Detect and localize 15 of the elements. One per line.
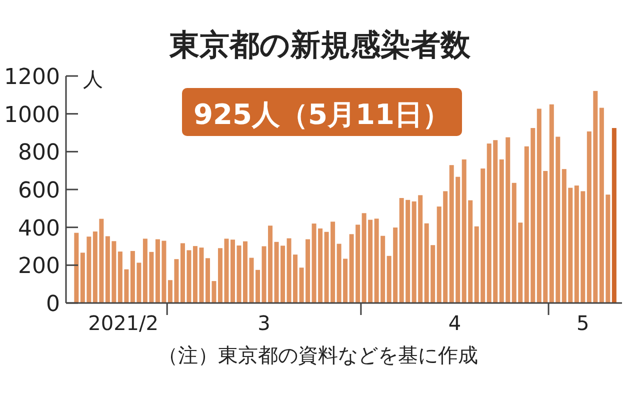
annotation: 925人（5月11日） bbox=[194, 98, 450, 131]
y-tick-label: 200 bbox=[18, 254, 60, 280]
x-tick-label: 4 bbox=[448, 311, 462, 335]
text: （注）東京都の資料などを基に作成 bbox=[158, 343, 478, 367]
chart-title: 東京都の新規感染者数 bbox=[168, 28, 472, 63]
y-tick-label: 0 bbox=[46, 292, 60, 317]
y-tick-label: 400 bbox=[18, 216, 60, 242]
y-tick-label: 1000 bbox=[4, 102, 60, 128]
y-tick-label: 1200 bbox=[4, 65, 60, 90]
x-tick-label: 2021/2 bbox=[88, 311, 159, 335]
y-tick-label: 800 bbox=[18, 140, 60, 166]
x-tick-label: 5 bbox=[576, 311, 590, 335]
x-tick-label: 3 bbox=[258, 311, 270, 335]
y-tick-label: 600 bbox=[18, 178, 60, 204]
y-axis-title: 人 bbox=[83, 67, 103, 91]
